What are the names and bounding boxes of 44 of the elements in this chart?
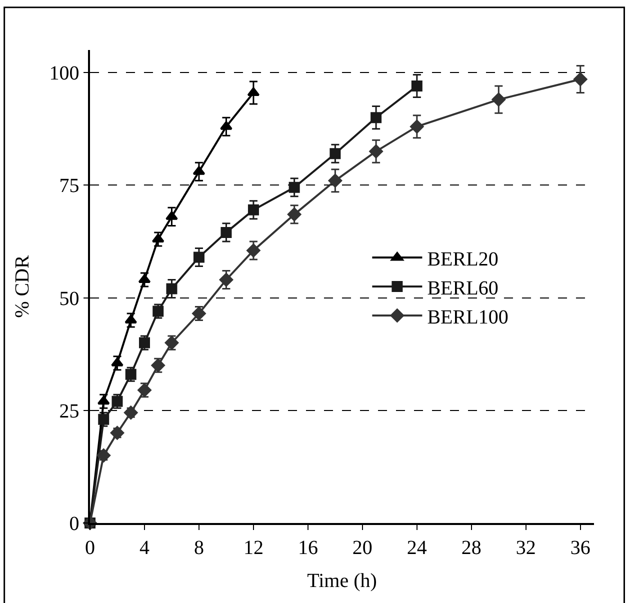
point: [124, 314, 138, 324]
point: [248, 204, 259, 216]
x-tick-label: 12: [243, 536, 264, 559]
point: [287, 208, 302, 222]
y-tick-label: 75: [59, 175, 80, 198]
point: [411, 80, 422, 92]
point: [193, 252, 204, 263]
point: [369, 144, 383, 158]
x-axis-title: Time (h): [307, 570, 377, 592]
legend-label: BERL20: [427, 248, 498, 270]
y-tick-label: 50: [59, 288, 80, 310]
point: [492, 92, 506, 106]
y-tick-label: 0: [69, 513, 80, 535]
point: [166, 211, 178, 220]
x-tick-label: 4: [139, 536, 150, 559]
x-tick-label: 24: [406, 536, 427, 559]
legend-label: BERL60: [427, 277, 498, 300]
x-tick-label: 20: [352, 536, 372, 559]
y-tick-label: 100: [49, 62, 80, 85]
point: [220, 121, 232, 130]
point: [288, 182, 300, 193]
x-tick-label: 32: [516, 536, 536, 559]
x-tick-label: 28: [461, 536, 482, 559]
point: [410, 120, 424, 134]
point: [220, 226, 232, 238]
point: [166, 283, 178, 294]
x-tick-label: 8: [194, 536, 204, 559]
point: [97, 396, 110, 405]
point: [111, 358, 124, 366]
x-tick-label: 0: [85, 536, 95, 559]
point: [330, 148, 341, 160]
point: [219, 272, 234, 287]
legend-label: BERL100: [427, 306, 508, 328]
y-axis-title: % CDR: [11, 254, 34, 318]
point: [370, 112, 382, 124]
x-tick-label: 16: [298, 536, 318, 559]
point: [328, 174, 342, 188]
point: [164, 336, 179, 350]
point: [110, 426, 124, 440]
x-tick-label: 36: [570, 536, 590, 559]
point: [574, 72, 588, 86]
y-tick-label: 25: [59, 400, 80, 422]
point: [246, 244, 260, 258]
point: [247, 87, 260, 96]
